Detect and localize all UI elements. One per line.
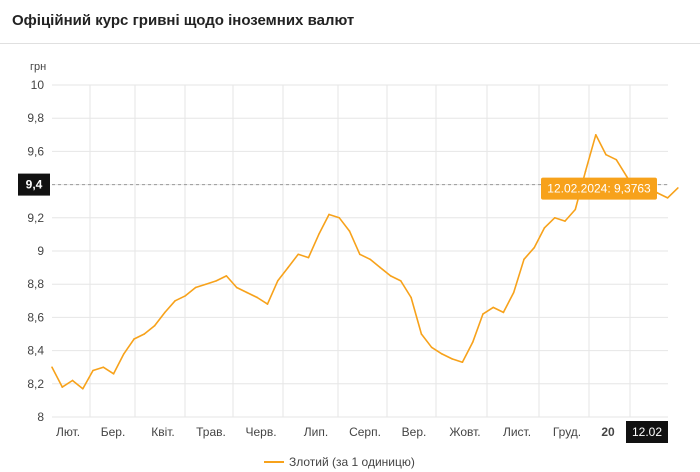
data-point bbox=[112, 373, 115, 375]
crosshair: 9,4 12.02 12.02.2024: 9,3763 bbox=[18, 173, 668, 443]
data-point bbox=[348, 230, 351, 232]
data-point bbox=[625, 175, 628, 178]
data-point bbox=[133, 338, 135, 340]
data-point bbox=[174, 300, 176, 302]
data-point bbox=[92, 369, 94, 372]
data-point bbox=[153, 324, 156, 327]
data-point bbox=[102, 366, 105, 369]
legend[interactable]: Злотий (за 1 одиницю) bbox=[264, 455, 415, 469]
y-tick-label: 8,2 bbox=[27, 377, 44, 391]
y-axis-ticks: 8 8,2 8,4 8,6 8,8 9 9,2 9,4 9,6 9,8 10 bbox=[27, 78, 44, 424]
data-point bbox=[307, 256, 310, 259]
y-tick-label: 8,4 bbox=[27, 344, 44, 358]
data-point bbox=[225, 275, 228, 277]
data-point bbox=[256, 296, 259, 299]
x-tick-label: Лют. bbox=[56, 425, 80, 439]
data-point bbox=[379, 266, 382, 269]
crosshair-y-badge bbox=[18, 173, 50, 196]
y-tick-label: 8,8 bbox=[27, 277, 44, 291]
data-point bbox=[492, 306, 494, 309]
data-point bbox=[451, 358, 453, 360]
x-tick-label: Трав. bbox=[196, 425, 226, 439]
x-tick-label: Серп. bbox=[349, 425, 381, 439]
data-point bbox=[164, 311, 166, 314]
x-tick-label: Бер. bbox=[101, 425, 126, 439]
data-point bbox=[123, 353, 125, 355]
data-point bbox=[615, 158, 618, 161]
data-point bbox=[246, 291, 248, 294]
data-point bbox=[184, 295, 187, 297]
y-tick-label: 9,6 bbox=[27, 144, 44, 158]
legend-label: Злотий (за 1 одиницю) bbox=[289, 455, 415, 469]
x-tick-label: Лист. bbox=[503, 425, 531, 439]
tooltip-text: 12.02.2024: 9,3763 bbox=[547, 182, 651, 196]
data-point bbox=[430, 346, 433, 349]
data-point bbox=[512, 291, 515, 294]
chart-header: Офіційний курс гривні щодо іноземних вал… bbox=[0, 0, 700, 44]
data-point bbox=[666, 197, 669, 199]
data-point bbox=[677, 187, 679, 189]
data-point bbox=[51, 366, 53, 369]
data-point bbox=[410, 296, 412, 299]
data-point bbox=[266, 303, 269, 305]
grid bbox=[52, 84, 668, 418]
data-point bbox=[215, 280, 217, 282]
data-point bbox=[317, 233, 320, 236]
data-point bbox=[543, 226, 546, 229]
data-point bbox=[297, 253, 300, 256]
data-point bbox=[441, 353, 443, 355]
data-point bbox=[594, 134, 597, 136]
data-point bbox=[553, 217, 556, 219]
data-point bbox=[235, 286, 238, 289]
y-tick-label: 8,6 bbox=[27, 310, 44, 324]
x-tick-label: Жовт. bbox=[449, 425, 480, 439]
data-point bbox=[523, 258, 525, 261]
data-point bbox=[574, 208, 577, 211]
y-tick-label: 10 bbox=[31, 78, 45, 92]
y-tick-label: 9,8 bbox=[27, 111, 44, 125]
series-line bbox=[51, 134, 679, 390]
x-tick-label: Вер. bbox=[402, 425, 427, 439]
crosshair-y-label: 9,4 bbox=[26, 178, 43, 192]
y-axis-unit: грн bbox=[30, 61, 46, 73]
data-point bbox=[584, 170, 587, 173]
data-point bbox=[194, 286, 197, 289]
data-point bbox=[287, 266, 289, 269]
tooltip-box bbox=[541, 177, 657, 200]
data-point bbox=[605, 153, 607, 156]
data-point bbox=[276, 280, 279, 282]
x-tick-label: Груд. bbox=[553, 425, 581, 439]
x-tick-label: Квіт. bbox=[151, 425, 175, 439]
x-tick-label: Лип. bbox=[304, 425, 328, 439]
y-tick-label: 8 bbox=[37, 410, 44, 424]
y-tick-label: 9 bbox=[37, 244, 44, 258]
data-point bbox=[359, 253, 361, 256]
data-point bbox=[369, 258, 371, 261]
data-point bbox=[389, 275, 392, 277]
data-point bbox=[328, 213, 330, 216]
data-point bbox=[81, 387, 84, 390]
x-tick-label: 20 bbox=[601, 425, 615, 439]
crosshair-x-label: 12.02 bbox=[632, 425, 662, 439]
data-point bbox=[471, 341, 474, 344]
data-point bbox=[338, 217, 341, 219]
data-point bbox=[143, 333, 146, 335]
data-point bbox=[71, 379, 74, 382]
data-point bbox=[482, 313, 484, 315]
data-point bbox=[61, 386, 64, 388]
data-point bbox=[564, 220, 566, 222]
crosshair-x-badge bbox=[626, 421, 668, 443]
x-tick-label: Черв. bbox=[245, 425, 276, 439]
chart-title: Офіційний курс гривні щодо іноземних вал… bbox=[12, 12, 355, 29]
data-point bbox=[461, 361, 464, 364]
data-point bbox=[400, 280, 402, 282]
series-lines bbox=[51, 134, 679, 390]
data-point bbox=[420, 333, 423, 335]
data-point bbox=[533, 246, 536, 249]
data-point bbox=[502, 311, 505, 314]
x-axis-ticks: Лют. Бер. Квіт. Трав. Черв. Лип. Серп. Вер. Жовт… bbox=[56, 425, 615, 439]
data-point bbox=[205, 283, 207, 286]
y-tick-label: 9,2 bbox=[27, 211, 44, 225]
